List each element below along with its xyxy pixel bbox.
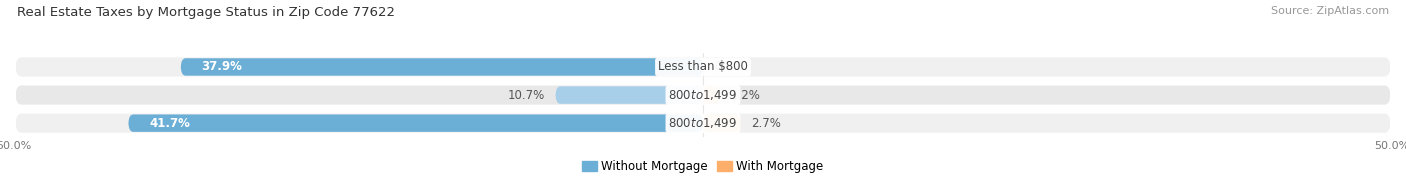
FancyBboxPatch shape (181, 58, 703, 76)
Text: Real Estate Taxes by Mortgage Status in Zip Code 77622: Real Estate Taxes by Mortgage Status in … (17, 6, 395, 19)
Text: Less than $800: Less than $800 (658, 61, 748, 74)
FancyBboxPatch shape (703, 114, 740, 132)
Text: 10.7%: 10.7% (508, 89, 544, 102)
FancyBboxPatch shape (14, 84, 1392, 106)
Text: 1.2%: 1.2% (731, 89, 761, 102)
Text: 37.9%: 37.9% (201, 61, 242, 74)
Legend: Without Mortgage, With Mortgage: Without Mortgage, With Mortgage (578, 155, 828, 178)
FancyBboxPatch shape (14, 56, 1392, 78)
FancyBboxPatch shape (128, 114, 703, 132)
Text: 41.7%: 41.7% (149, 117, 190, 130)
FancyBboxPatch shape (703, 86, 720, 104)
Text: $800 to $1,499: $800 to $1,499 (668, 88, 738, 102)
Text: $800 to $1,499: $800 to $1,499 (668, 116, 738, 130)
Text: Source: ZipAtlas.com: Source: ZipAtlas.com (1271, 6, 1389, 16)
FancyBboxPatch shape (555, 86, 703, 104)
Text: 2.7%: 2.7% (751, 117, 782, 130)
Text: 0.0%: 0.0% (714, 61, 744, 74)
FancyBboxPatch shape (14, 112, 1392, 134)
